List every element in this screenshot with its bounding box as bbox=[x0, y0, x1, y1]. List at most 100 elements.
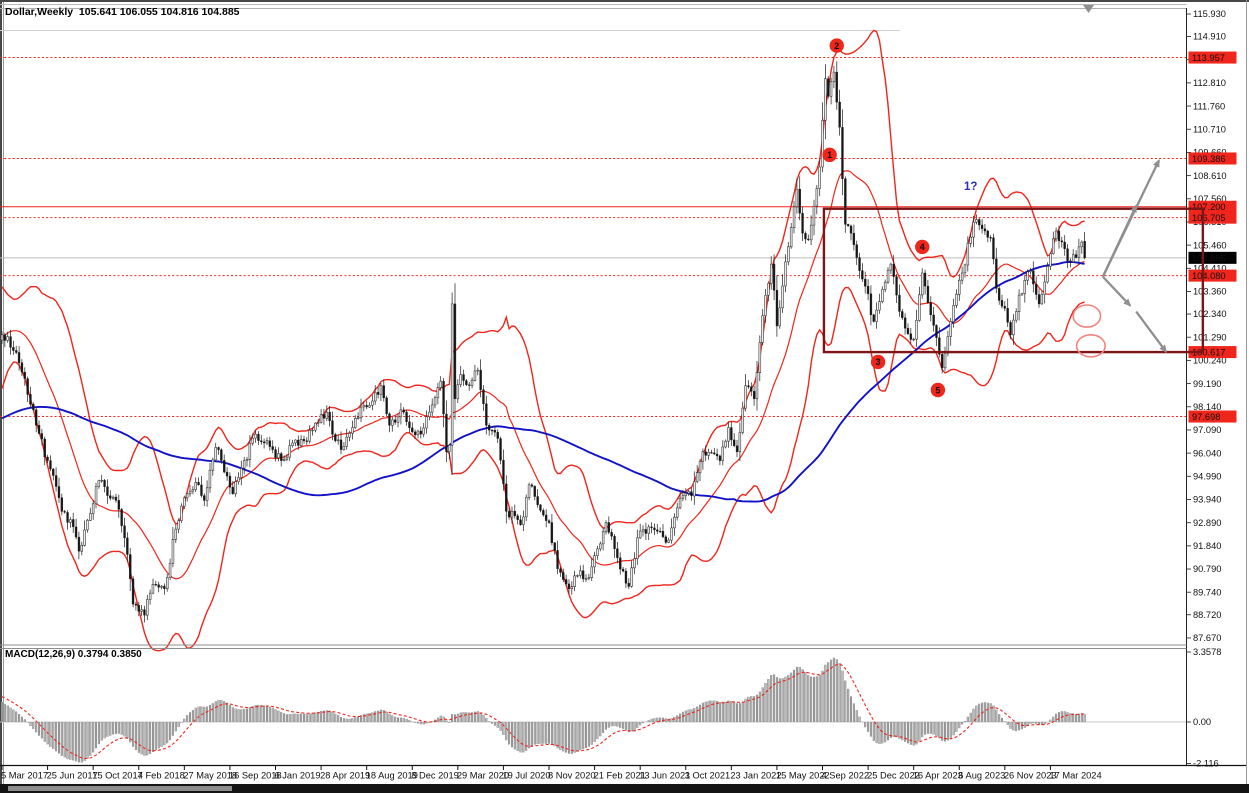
date-tick-label: 28 Apr 2019 bbox=[320, 771, 370, 781]
macd-tick-label: 3.3578 bbox=[1193, 647, 1221, 657]
macd-signal-line bbox=[1, 663, 1085, 760]
chart-frame bbox=[0, 4, 1246, 767]
price-tick-label: 102.340 bbox=[1193, 309, 1227, 319]
bear-candle-bodies bbox=[3, 71, 1086, 616]
candles-layer bbox=[0, 61, 1086, 623]
price-tick-label: 88.720 bbox=[1193, 610, 1221, 620]
date-tick-label: 5 Mar 2017 bbox=[1, 771, 48, 781]
projection-arrow-3[interactable] bbox=[1102, 275, 1132, 307]
price-tick-label: 89.740 bbox=[1193, 587, 1221, 597]
price-badge-text: 104.885 bbox=[1192, 253, 1226, 263]
window-border-left bbox=[0, 0, 2, 793]
annotation-objects[interactable]: 1 2 3 4 5 bbox=[822, 38, 1205, 398]
wave-circle-5[interactable] bbox=[930, 382, 946, 398]
highlight-ellipse-2[interactable] bbox=[1075, 333, 1106, 358]
date-tick-label: 8 Dec 2019 bbox=[411, 771, 459, 781]
bollinger-lower-band bbox=[1, 286, 1085, 652]
chart-shift-marker[interactable] bbox=[1083, 5, 1094, 13]
price-badge-100.617 bbox=[1188, 346, 1237, 359]
projection-arrow-4[interactable] bbox=[1135, 310, 1168, 353]
date-tick-label: 25 Dec 2022 bbox=[867, 771, 920, 781]
moving-average-100 bbox=[1, 261, 1085, 503]
price-tick-label: 92.890 bbox=[1193, 518, 1221, 528]
price-badge-97.698 bbox=[1188, 410, 1237, 423]
date-tick-label: 16 Sep 2018 bbox=[229, 771, 282, 781]
price-badge-106.705 bbox=[1188, 211, 1237, 224]
date-tick-label: 19 Jul 2020 bbox=[502, 771, 550, 781]
price-badge-104.080 bbox=[1188, 269, 1237, 282]
price-tick-label: 101.290 bbox=[1193, 332, 1227, 342]
price-badge-text: 109.386 bbox=[1192, 154, 1226, 164]
window-border-bottom bbox=[0, 784, 1249, 793]
date-tick-label: 18 Aug 2019 bbox=[366, 771, 418, 781]
wave-circle-1[interactable] bbox=[822, 147, 837, 163]
date-tick-label: 15 Oct 2017 bbox=[92, 771, 143, 781]
date-tick-label: 8 Nov 2020 bbox=[548, 771, 596, 781]
date-tick-label: 6 Jan 2019 bbox=[275, 771, 321, 781]
date-tick-label: 26 Nov 2023 bbox=[1004, 771, 1057, 781]
date-tick-label: 4 Feb 2018 bbox=[138, 771, 185, 781]
price-tick-label: 114.910 bbox=[1193, 32, 1226, 42]
wave-circle-2[interactable] bbox=[829, 38, 844, 53]
chart-plot-area[interactable] bbox=[4, 8, 1186, 644]
window-border-left-inner bbox=[3, 2, 4, 785]
price-badge-text: 107.200 bbox=[1192, 202, 1226, 212]
macd-histogram-fill bbox=[1, 657, 1085, 763]
window-border-top bbox=[0, 0, 1249, 2]
bollinger-middle-band bbox=[1, 170, 1085, 580]
macd-tick-label: 0.00 bbox=[1193, 717, 1211, 727]
price-tick-label: 96.040 bbox=[1193, 448, 1221, 458]
date-tick-label: 27 May 2018 bbox=[183, 771, 237, 781]
date-tick-label: 15 May 2022 bbox=[776, 771, 830, 781]
price-badge-text: 106.705 bbox=[1192, 213, 1226, 223]
wave-circle-3[interactable] bbox=[870, 354, 886, 370]
price-level-lines bbox=[0, 57, 1187, 418]
date-tick-label: 17 Mar 2024 bbox=[1049, 771, 1101, 781]
price-tick-label: 111.760 bbox=[1193, 101, 1225, 111]
wave-circle-number: 5 bbox=[935, 385, 940, 395]
price-tick-label: 104.410 bbox=[1193, 264, 1227, 274]
wave-circle-number: 3 bbox=[876, 357, 881, 367]
wave-circle-number: 1 bbox=[827, 150, 832, 160]
date-tick-label: 3 Oct 2021 bbox=[685, 771, 730, 781]
price-tick-label: 110.710 bbox=[1193, 124, 1226, 134]
date-tick-label: 23 Jan 2022 bbox=[730, 771, 781, 781]
macd-plot-area[interactable] bbox=[4, 649, 1186, 764]
price-tick-label: 98.140 bbox=[1193, 402, 1221, 412]
date-tick-label: 6 Aug 2023 bbox=[958, 771, 1005, 781]
wave-circle-4[interactable] bbox=[915, 239, 930, 255]
price-axis[interactable]: 115.930114.910113.860112.810111.760110.7… bbox=[1186, 9, 1237, 769]
price-tick-label: 103.360 bbox=[1193, 287, 1227, 297]
macd-tick-label: -2.116 bbox=[1193, 759, 1219, 769]
price-tick-label: 87.670 bbox=[1193, 633, 1221, 643]
macd-pane bbox=[0, 657, 1187, 763]
price-badge-text: 100.617 bbox=[1192, 347, 1226, 357]
date-tick-label: 21 Feb 2021 bbox=[594, 771, 646, 781]
price-tick-label: 107.560 bbox=[1193, 194, 1227, 204]
price-badge-text: 104.080 bbox=[1192, 271, 1226, 281]
highlight-ellipse-1[interactable] bbox=[1072, 304, 1102, 328]
price-tick-label: 112.810 bbox=[1193, 78, 1226, 88]
price-tick-label: 90.790 bbox=[1193, 564, 1221, 574]
wave-circle-number: 4 bbox=[920, 242, 925, 252]
price-badge-113.957 bbox=[1188, 51, 1237, 64]
price-tick-label: 97.090 bbox=[1193, 425, 1221, 435]
projection-arrow-2[interactable] bbox=[1101, 204, 1138, 278]
price-badge-text: 113.957 bbox=[1192, 53, 1225, 63]
price-tick-label: 91.840 bbox=[1193, 541, 1221, 551]
symbol-ohlc-title: Dollar,Weekly 105.641 106.055 104.816 10… bbox=[5, 6, 240, 18]
price-tick-label: 94.990 bbox=[1193, 472, 1221, 482]
horizontal-scrollbar-thumb[interactable] bbox=[8, 786, 232, 791]
grid-layer bbox=[0, 8, 1187, 764]
macd-indicator-label: MACD(12,26,9) 0.3794 0.3850 bbox=[5, 649, 142, 660]
bull-candle-bodies bbox=[0, 71, 1083, 616]
price-badge-text: 97.698 bbox=[1192, 412, 1220, 422]
window-border-right bbox=[1246, 0, 1247, 793]
date-tick-label: 29 Mar 2020 bbox=[457, 771, 509, 781]
wave-question-label[interactable]: 1? bbox=[964, 181, 978, 193]
price-tick-label: 105.460 bbox=[1193, 240, 1227, 250]
projection-rectangle[interactable] bbox=[822, 207, 1205, 354]
